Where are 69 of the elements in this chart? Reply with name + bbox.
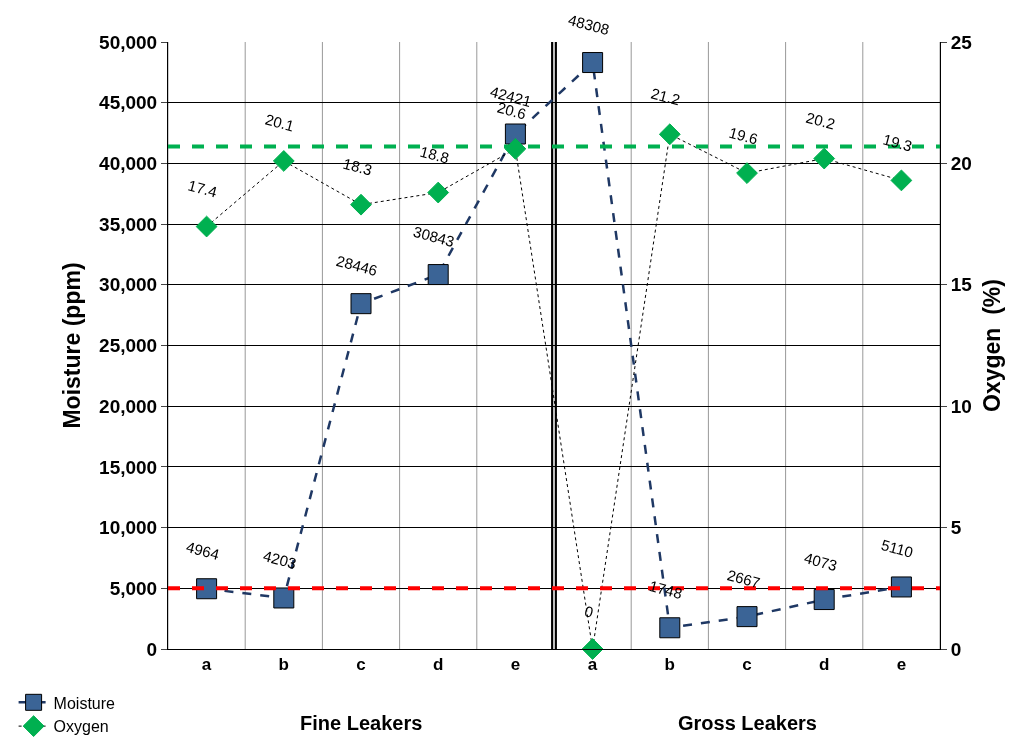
- y-tick-label: 0: [146, 638, 158, 660]
- x-tick-label: b: [664, 655, 675, 675]
- data-label: 1748: [647, 576, 685, 603]
- point: [581, 638, 604, 660]
- y-tick-label: 25,000: [99, 335, 158, 357]
- x-tick-label: b: [278, 655, 289, 675]
- x-tick-label: e: [896, 655, 907, 675]
- data-label: 48308: [566, 10, 612, 39]
- data-label: 30843: [411, 222, 457, 251]
- data-label: 20.2: [804, 108, 837, 133]
- y2-tick-label: 0: [950, 638, 962, 660]
- legend-label: Oxygen: [53, 718, 109, 736]
- y-axis-title: Moisture (ppm): [58, 262, 85, 429]
- data-label: 4203: [261, 546, 299, 573]
- data-label: 18.3: [341, 154, 374, 179]
- x-tick-label: e: [510, 655, 521, 675]
- data-label: 19.3: [881, 130, 914, 155]
- text: Gross Leakers: [678, 712, 817, 734]
- y2-tick-label: 5: [950, 517, 962, 539]
- point: [427, 181, 450, 204]
- point: [350, 193, 372, 216]
- y2-tick-label: 20: [950, 153, 972, 175]
- y2-axis-title: Oxygen (%): [978, 279, 1005, 412]
- point: [196, 578, 218, 600]
- x-tick-label: d: [433, 655, 444, 675]
- legend-label: Moisture: [53, 694, 116, 712]
- data-label: 4964: [184, 538, 222, 564]
- y2-tick-label: 10: [950, 395, 972, 417]
- data-label: 18.8: [418, 142, 451, 167]
- y-tick-label: 30,000: [99, 274, 158, 296]
- y2-tick-label: 15: [950, 274, 973, 296]
- point: [350, 293, 372, 315]
- point: [273, 587, 295, 609]
- point: [736, 162, 758, 185]
- x-tick-label: a: [201, 655, 212, 675]
- data-label: 17.4: [186, 176, 219, 201]
- point: [658, 123, 681, 146]
- data-label: 19.6: [727, 123, 760, 148]
- x-tick-label: c: [742, 655, 752, 675]
- data-label: 4073: [802, 549, 839, 575]
- data-label: 28446: [334, 251, 380, 280]
- data-label: 21.2: [649, 84, 682, 109]
- point: [272, 150, 295, 172]
- point: [582, 52, 604, 74]
- y2-tick-label: 25: [950, 31, 973, 53]
- y-tick-label: 10,000: [99, 517, 158, 539]
- x-tick-label: c: [356, 655, 366, 675]
- data-label: 2667: [725, 566, 763, 592]
- point: [427, 264, 449, 286]
- y-tick-label: 20,000: [99, 395, 158, 417]
- y-tick-label: 5,000: [109, 577, 158, 599]
- point: [195, 215, 218, 238]
- x-tick-label: a: [587, 655, 598, 675]
- data-label: 5110: [879, 536, 916, 561]
- point: [890, 169, 913, 192]
- y-tick-label: 50,000: [99, 31, 158, 53]
- point: [736, 606, 758, 628]
- y-tick-label: 35,000: [99, 213, 158, 235]
- y-tick-label: 15,000: [99, 456, 158, 478]
- point: [813, 147, 836, 170]
- point: [813, 589, 835, 611]
- x-tick-label: d: [819, 655, 830, 675]
- data-label: 20.1: [263, 110, 297, 135]
- y-tick-label: 45,000: [99, 92, 158, 114]
- text: Fine Leakers: [300, 712, 423, 734]
- data-label: 0: [582, 602, 596, 621]
- y-tick-label: 40,000: [99, 153, 158, 175]
- point: [659, 617, 681, 639]
- point: [890, 576, 912, 598]
